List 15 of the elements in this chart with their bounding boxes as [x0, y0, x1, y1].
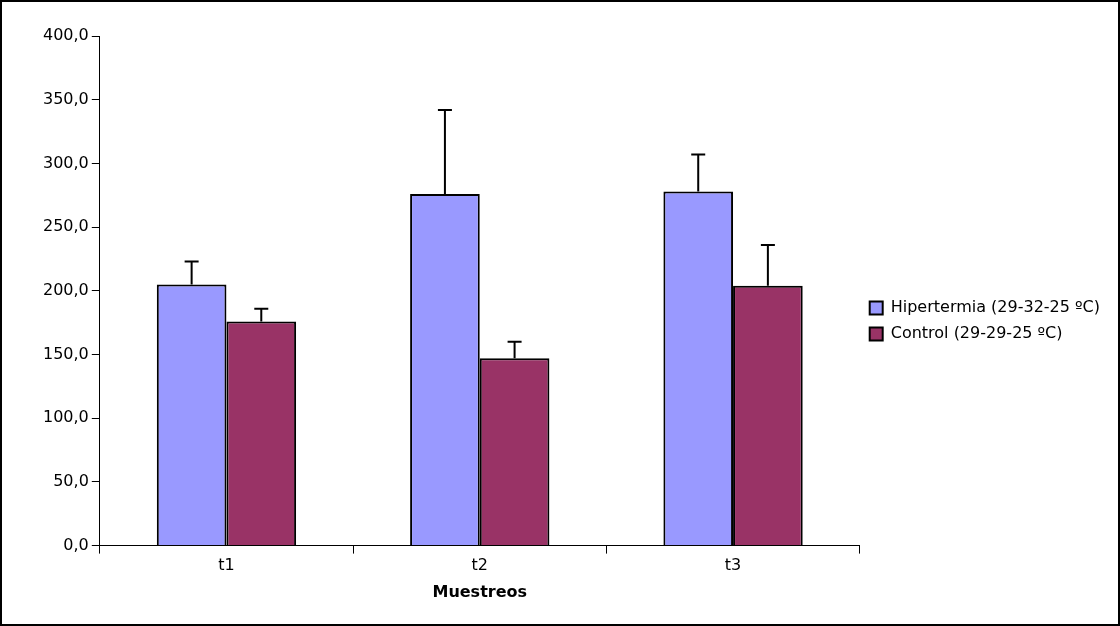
y-tick-label: 50,0: [53, 471, 89, 491]
x-tick-label: t2: [471, 555, 488, 575]
x-tick-label: t3: [724, 555, 742, 575]
y-tick-label: 200,0: [42, 279, 89, 299]
legend-label: Control (29-29-25 ºC): [890, 323, 1063, 343]
x-axis-title: Muestreos: [432, 581, 528, 601]
x-tick-label: t1: [218, 555, 235, 575]
y-tick-label: 150,0: [42, 343, 89, 363]
y-tick-label: 0,0: [63, 534, 89, 554]
y-tick-label: 400,0: [42, 25, 89, 45]
y-tick-label: 250,0: [42, 216, 89, 236]
y-tick-label: 350,0: [42, 88, 89, 108]
legend-label: Hipertermia (29-32-25 ºC): [890, 297, 1100, 317]
y-tick-label: 300,0: [42, 152, 89, 172]
y-tick-label: 100,0: [42, 407, 89, 427]
